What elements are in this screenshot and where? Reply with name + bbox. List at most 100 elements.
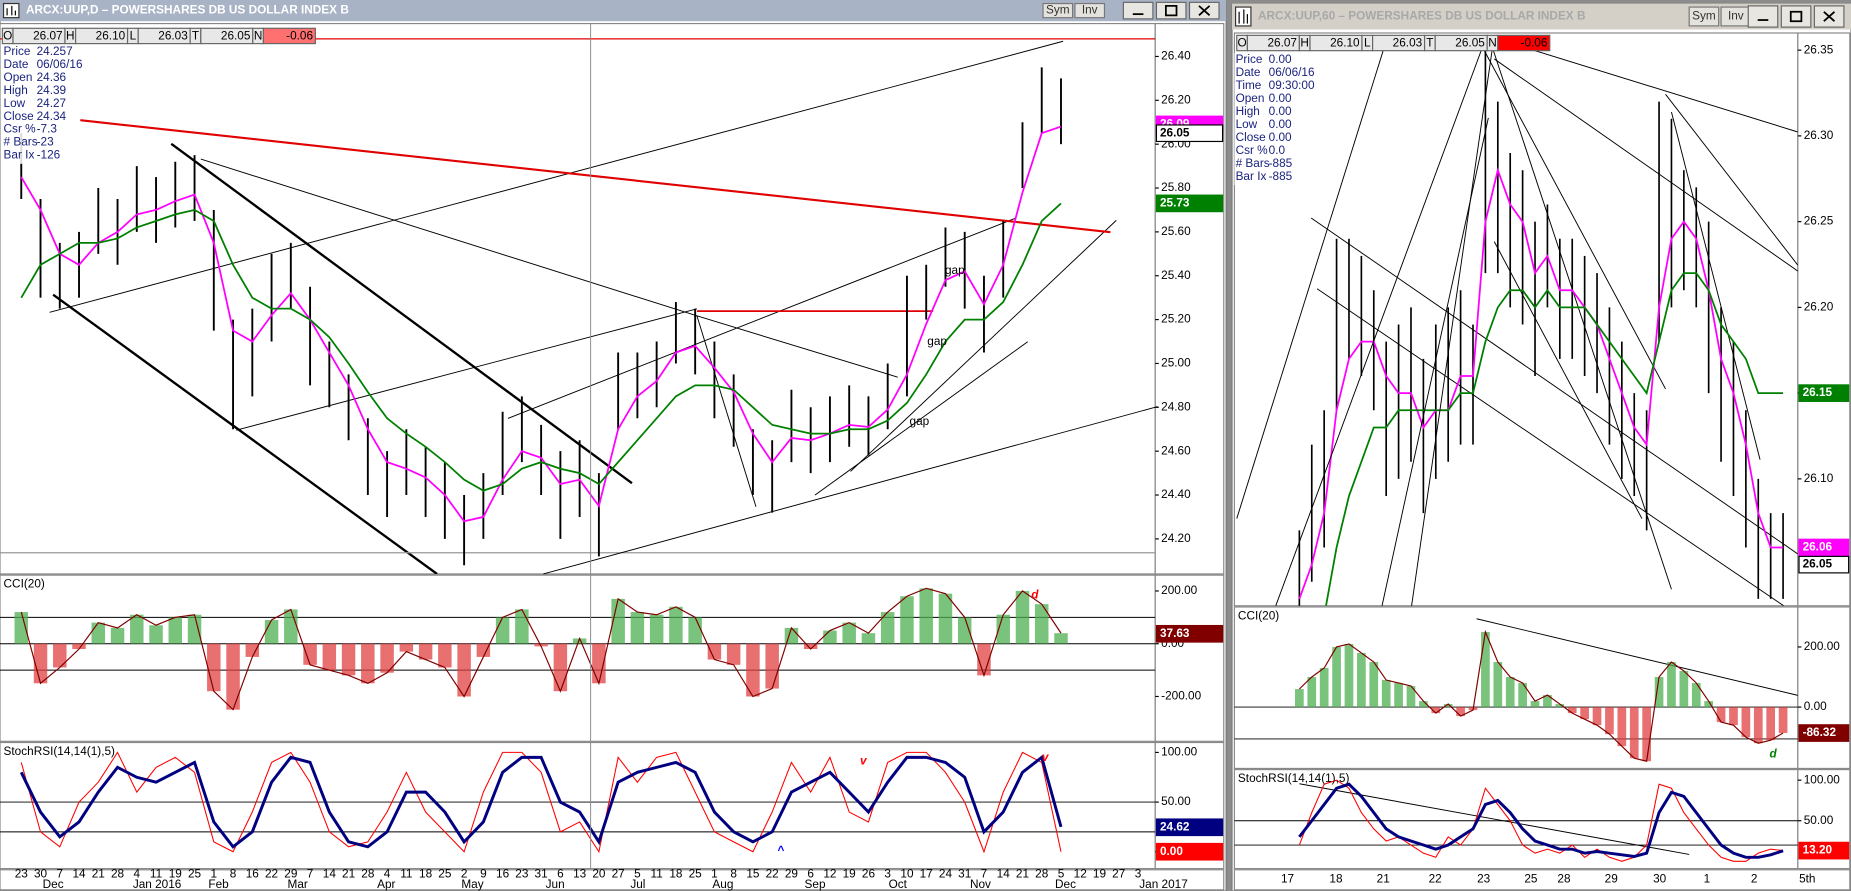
- cci-bar: [1431, 707, 1441, 714]
- trend-line: [1523, 46, 1798, 133]
- toolbar-button[interactable]: [1074, 2, 1106, 19]
- price-axis: [1154, 22, 1225, 575]
- info-key: Open: [1236, 92, 1265, 105]
- annotation: gap: [945, 264, 965, 277]
- x-tick-label: 22: [1429, 872, 1442, 885]
- info-key: Price: [4, 45, 31, 58]
- quote-label: O: [1237, 37, 1246, 50]
- trend-line: [1670, 111, 1761, 460]
- cci-bar: [1530, 701, 1540, 708]
- y-tick-label: 25.40: [1161, 269, 1191, 282]
- window-max-glyph: [1164, 5, 1178, 17]
- x-tick-label: 18: [419, 868, 433, 881]
- quote-value: 26.07: [33, 30, 63, 43]
- window-min-button[interactable]: [1747, 5, 1779, 28]
- toolbar-button[interactable]: [1688, 6, 1720, 27]
- trend-line: [1310, 217, 1798, 555]
- x-tick-label: 5: [1058, 868, 1065, 881]
- trend-line: [80, 119, 1111, 234]
- quote-label: L: [1364, 37, 1371, 50]
- info-value: 24.39: [37, 84, 67, 97]
- cci-panel: [1233, 606, 1799, 770]
- trend-line: [1275, 46, 1483, 606]
- info-key: High: [4, 84, 28, 97]
- x-tick-label: 1: [211, 868, 218, 881]
- cci-bar: [1394, 683, 1403, 708]
- x-tick-label: 4: [384, 868, 391, 881]
- toolbar-button[interactable]: [1042, 2, 1074, 19]
- cci-bar: [91, 622, 106, 644]
- window-max-button[interactable]: [1780, 5, 1812, 28]
- price-axis: [1797, 32, 1851, 607]
- trend-line: [1411, 35, 1495, 606]
- value-tag-label: 26.15: [1803, 386, 1833, 399]
- month-label: Mar: [288, 878, 308, 891]
- x-tick-label: 30: [34, 868, 48, 881]
- x-tick-label: 25: [1524, 872, 1538, 885]
- window-title: ARCX:UUP,D – POWERSHARES DB US DOLLAR IN…: [26, 4, 349, 17]
- cci-bar: [842, 622, 856, 644]
- value-tag-label: 13.20: [1803, 844, 1833, 857]
- month-label: Oct: [889, 878, 908, 891]
- cci-bar: [1456, 707, 1465, 717]
- cci-bar: [1629, 707, 1639, 759]
- x-tick-label: 20: [592, 868, 606, 881]
- window-min-button[interactable]: [1122, 1, 1154, 20]
- cci-bar: [303, 643, 317, 665]
- x-tick-label: 30: [1653, 872, 1667, 885]
- info-key: # Bars: [1236, 157, 1270, 170]
- window-icon: [1234, 6, 1252, 27]
- toolbar-button-label: Inv: [1728, 10, 1744, 23]
- cci-bar: [1741, 707, 1751, 738]
- cci-bar: [861, 633, 876, 644]
- cci-bar: [168, 617, 183, 644]
- quote-value: 26.07: [1267, 37, 1297, 50]
- cci-line: [20, 587, 1062, 711]
- value-tag-label: 37.63: [1160, 627, 1190, 640]
- x-tick-label: 5: [634, 868, 641, 881]
- cci-bar: [938, 593, 953, 644]
- x-tick-label: 31: [958, 868, 971, 881]
- trend-line: [814, 341, 1028, 496]
- cci-bar: [823, 630, 837, 644]
- x-tick-label: 14: [323, 868, 337, 881]
- y-tick-label: 26.30: [1804, 129, 1834, 142]
- chart-window: ARCX:UUP,60 – POWERSHARES DB US DOLLAR I…: [1231, 2, 1851, 891]
- stoch-line: [1298, 782, 1784, 859]
- info-key: High: [1236, 105, 1260, 118]
- x-tick-label: 21: [1377, 872, 1390, 885]
- quote-value: 26.10: [96, 30, 126, 43]
- trend-line: [200, 158, 698, 317]
- x-tick-label: 12: [823, 868, 836, 881]
- month-label: Jul: [630, 878, 645, 891]
- trend-line: [1493, 58, 1798, 272]
- window-max-button[interactable]: [1155, 1, 1187, 20]
- window-icon-glyph: [6, 5, 16, 16]
- month-label: Aug: [712, 878, 733, 891]
- toolbar-button-label: Sym: [1046, 4, 1070, 17]
- x-tick-label: 22: [766, 868, 779, 881]
- trend-line: [1493, 241, 1643, 519]
- annotation: ^: [777, 844, 784, 857]
- x-tick-label: 11: [651, 868, 663, 881]
- x-tick-label: 14: [997, 868, 1011, 881]
- info-key: Csr %: [4, 123, 37, 136]
- y-tick-label: 24.40: [1161, 488, 1191, 501]
- cci-bar: [900, 596, 914, 644]
- toolbar-button-label: Inv: [1082, 4, 1098, 17]
- cci-bar: [1505, 677, 1515, 708]
- cci-bar: [1406, 686, 1416, 708]
- cci-bar: [72, 643, 86, 649]
- cci-bar: [669, 606, 683, 644]
- indicator-label: CCI(20): [4, 578, 45, 591]
- y-tick-label: 25.20: [1161, 313, 1191, 326]
- month-label: Jan 2017: [1139, 878, 1188, 891]
- cci-plot: [1234, 618, 1798, 762]
- cci-bar: [592, 643, 606, 684]
- cci-bar: [399, 643, 414, 652]
- x-tick-label: 22: [265, 868, 278, 881]
- stoch-line: [1298, 779, 1784, 862]
